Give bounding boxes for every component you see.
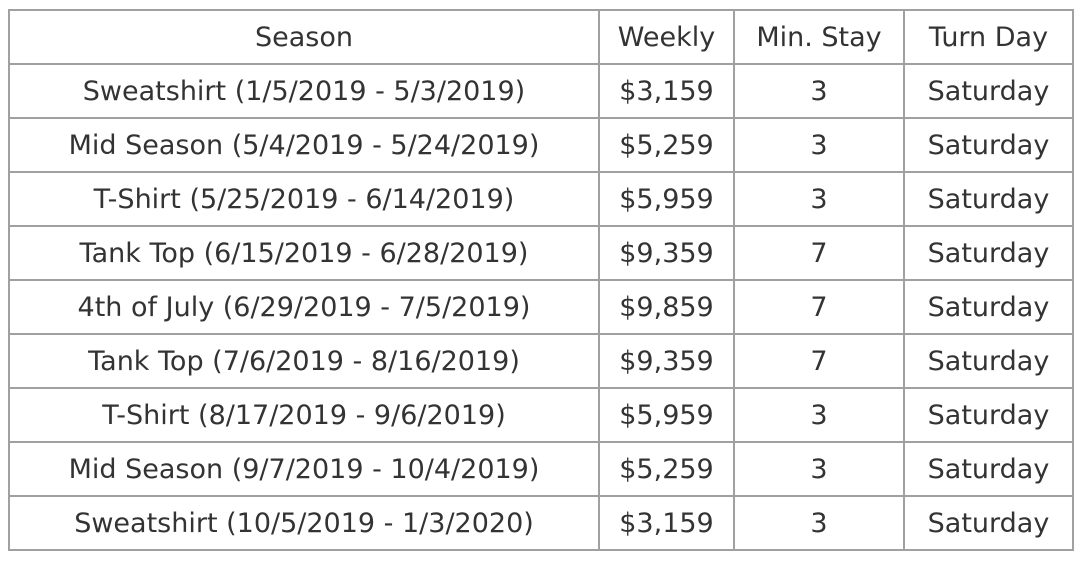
- table-cell: 7: [733, 333, 905, 389]
- table-cell: Saturday: [903, 63, 1074, 119]
- table-row: Tank Top (6/15/2019 - 6/28/2019) $9,359 7 S…: [8, 225, 1074, 281]
- table-cell: Saturday: [903, 387, 1074, 443]
- table-cell: $9,859: [598, 279, 735, 335]
- table-head: Season Weekly Min. Stay Turn Day: [8, 9, 1074, 65]
- header-row: Season Weekly Min. Stay Turn Day: [8, 9, 1074, 65]
- table-cell: 3: [733, 387, 905, 443]
- table-cell: Sweatshirt (10/5/2019 - 1/3/2020): [8, 495, 600, 551]
- table-row: Sweatshirt (10/5/2019 - 1/3/2020) $3,159 3…: [8, 495, 1074, 551]
- table-row: Tank Top (7/6/2019 - 8/16/2019) $9,359 7 Sa…: [8, 333, 1074, 389]
- table-cell: Saturday: [903, 495, 1074, 551]
- table-row: Mid Season (5/4/2019 - 5/24/2019) $5,259 3…: [8, 117, 1074, 173]
- table-cell: Saturday: [903, 117, 1074, 173]
- table-cell: $9,359: [598, 333, 735, 389]
- table-body: Sweatshirt (1/5/2019 - 5/3/2019) $3,159 3 S…: [8, 63, 1074, 551]
- table-row: Sweatshirt (1/5/2019 - 5/3/2019) $3,159 3 S…: [8, 63, 1074, 119]
- table-cell: $9,359: [598, 225, 735, 281]
- table-cell: 7: [733, 279, 905, 335]
- table-cell: $3,159: [598, 63, 735, 119]
- table-cell: Mid Season (5/4/2019 - 5/24/2019): [8, 117, 600, 173]
- table-cell: Saturday: [903, 279, 1074, 335]
- table-cell: T-Shirt (5/25/2019 - 6/14/2019): [8, 171, 600, 227]
- table-cell: Tank Top (6/15/2019 - 6/28/2019): [8, 225, 600, 281]
- table-cell: Sweatshirt (1/5/2019 - 5/3/2019): [8, 63, 600, 119]
- table-cell: 7: [733, 225, 905, 281]
- table-cell: 3: [733, 495, 905, 551]
- table-cell: 3: [733, 441, 905, 497]
- header-cell: Min. Stay: [733, 9, 905, 65]
- table-row: T-Shirt (8/17/2019 - 9/6/2019) $5,959 3 Sat…: [8, 387, 1074, 443]
- header-cell: Turn Day: [903, 9, 1074, 65]
- table-cell: 4th of July (6/29/2019 - 7/5/2019): [8, 279, 600, 335]
- header-cell: Weekly: [598, 9, 735, 65]
- rates-table: Season Weekly Min. Stay Turn Day Sweatshirt…: [8, 9, 1074, 551]
- table-cell: 3: [733, 117, 905, 173]
- table-cell: 3: [733, 63, 905, 119]
- table-cell: Saturday: [903, 333, 1074, 389]
- table-cell: Saturday: [903, 225, 1074, 281]
- table-cell: $5,259: [598, 441, 735, 497]
- table-cell: Mid Season (9/7/2019 - 10/4/2019): [8, 441, 600, 497]
- table-cell: Tank Top (7/6/2019 - 8/16/2019): [8, 333, 600, 389]
- table-cell: $5,959: [598, 387, 735, 443]
- table-cell: Saturday: [903, 441, 1074, 497]
- table-cell: Saturday: [903, 171, 1074, 227]
- table-row: Mid Season (9/7/2019 - 10/4/2019) $5,259 3…: [8, 441, 1074, 497]
- header-cell: Season: [8, 9, 600, 65]
- table-cell: $3,159: [598, 495, 735, 551]
- table-cell: T-Shirt (8/17/2019 - 9/6/2019): [8, 387, 600, 443]
- table-cell: $5,959: [598, 171, 735, 227]
- table-row: 4th of July (6/29/2019 - 7/5/2019) $9,859…: [8, 279, 1074, 335]
- table-cell: $5,259: [598, 117, 735, 173]
- table-cell: 3: [733, 171, 905, 227]
- table-row: T-Shirt (5/25/2019 - 6/14/2019) $5,959 3 Sa…: [8, 171, 1074, 227]
